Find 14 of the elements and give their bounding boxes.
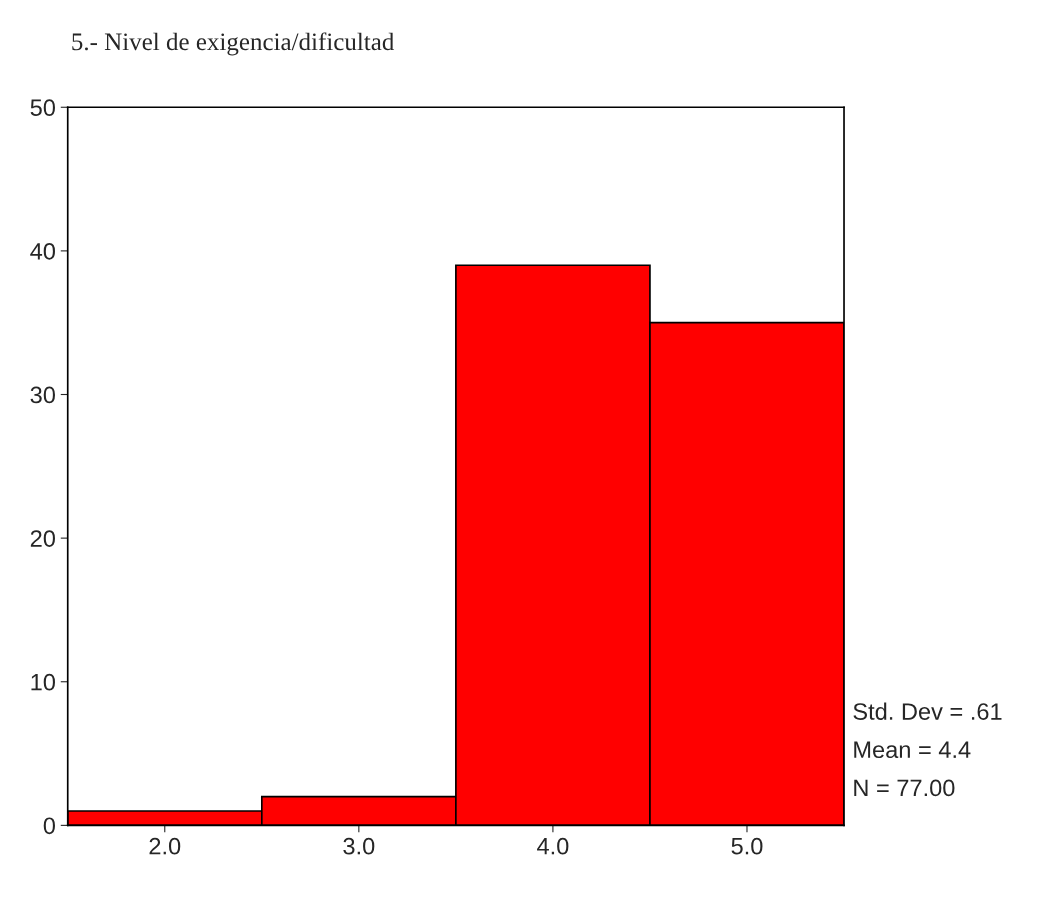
x-tick-label: 3.0 [343, 837, 375, 855]
y-tick-label: 10 [31, 673, 55, 691]
y-tick-label: 20 [30, 530, 55, 547]
y-tick-label: 50 [30, 99, 55, 117]
chart-title: 5.- Nivel de exigencia/dificultad [72, 32, 395, 56]
text: Std. Dev = .61 [853, 702, 1002, 720]
text: N = 77.00 [854, 779, 955, 797]
y-tick-label: 0 [43, 817, 55, 835]
y-tick-label: 40 [30, 242, 55, 260]
x-tick-label: 4.0 [537, 837, 569, 855]
text: Mean = 4.4 [854, 741, 971, 759]
x-tick-label: 2.0 [149, 837, 181, 855]
x-tick-label: 5.0 [731, 837, 763, 855]
y-tick-label: 30 [30, 386, 55, 404]
